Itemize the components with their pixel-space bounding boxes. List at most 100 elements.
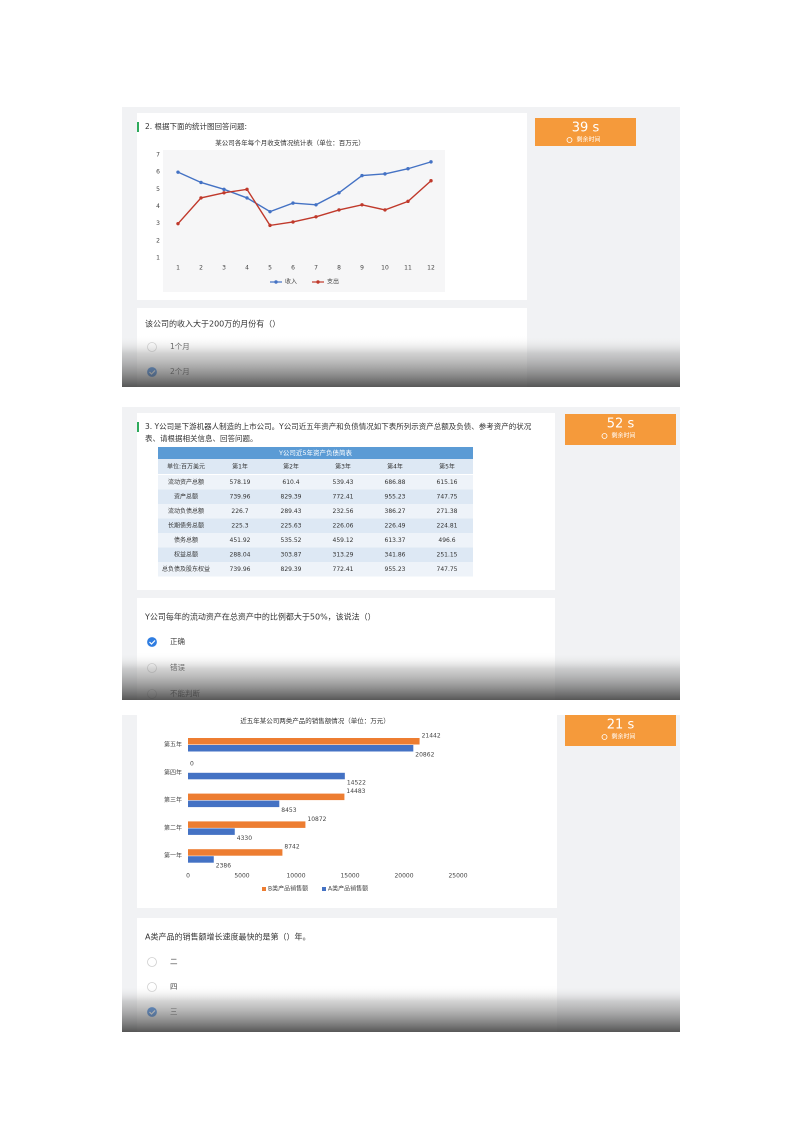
bar <box>188 800 280 808</box>
chart-title: 近五年某公司两类产品的销售额情况（单位：万元） <box>240 716 390 725</box>
table-cell: 232.56 <box>333 508 354 515</box>
option-label[interactable]: 正确 <box>170 636 185 646</box>
table-cell: 271.38 <box>437 508 458 515</box>
line-point <box>222 191 226 195</box>
table-cell: 772.41 <box>333 494 354 501</box>
line-point <box>337 191 341 195</box>
timer-label: 剩余时间 <box>576 136 600 144</box>
table-cell: 615.16 <box>437 479 458 486</box>
y-tick-label: 6 <box>156 169 160 176</box>
title-accent <box>137 422 139 432</box>
y-tick-label: 第四年 <box>164 768 182 776</box>
table-row <box>158 547 473 562</box>
data-label: 8742 <box>284 844 299 851</box>
x-tick-label: 6 <box>291 265 295 272</box>
line-point <box>429 160 433 164</box>
table-cell: 829.39 <box>281 494 302 501</box>
table-header-cell: 第2年 <box>283 463 299 471</box>
table-cell: 225.3 <box>231 523 248 530</box>
table-cell: 权益总额 <box>174 551 198 559</box>
legend-label: 支出 <box>327 278 339 286</box>
question-title: 3. Y公司是下游机器人制造的上市公司。Y公司近五年资产和负债情况如下表所列示资… <box>145 421 532 431</box>
table-cell: 747.75 <box>437 566 458 573</box>
x-tick-label: 2 <box>199 265 203 272</box>
x-tick-label: 9 <box>360 265 364 272</box>
line-point <box>245 196 249 200</box>
table-cell: 829.39 <box>281 566 302 573</box>
table-cell: 289.43 <box>281 508 302 515</box>
line-point <box>383 172 387 176</box>
y-tick-label: 4 <box>156 203 160 210</box>
x-tick-label: 1 <box>176 265 180 272</box>
table-cell: 613.37 <box>385 537 406 544</box>
clock-icon <box>601 734 608 740</box>
question-title: 2. 根据下面的统计图回答问题: <box>145 121 247 131</box>
y-tick-label: 第三年 <box>164 796 182 804</box>
line-point <box>406 167 410 171</box>
data-label: 0 <box>190 760 194 767</box>
y-tick-label: 1 <box>156 255 160 262</box>
clock-icon <box>601 433 608 439</box>
table-title: Y公司近5年资产负债简表 <box>278 448 353 457</box>
line-point <box>383 208 387 212</box>
table-cell: 955.23 <box>385 494 406 501</box>
line-point <box>222 187 226 192</box>
table-cell: 313.29 <box>333 552 354 559</box>
x-tick-label: 3 <box>222 265 226 272</box>
fade-overlay <box>122 985 680 1032</box>
table-cell: 224.81 <box>437 523 458 530</box>
table-cell: 772.41 <box>333 566 354 573</box>
legend-label: A类产品销售额 <box>328 885 368 893</box>
data-label: 2386 <box>216 863 231 870</box>
table-cell: 流动资产总额 <box>168 478 204 486</box>
line-point <box>176 170 180 174</box>
table-cell: 739.96 <box>230 566 251 573</box>
chart-title: 某公司各年每个月收支情况统计表（单位：百万元） <box>215 138 365 147</box>
table-cell: 451.92 <box>230 537 251 544</box>
fade-overlay <box>122 335 680 387</box>
legend-swatch <box>316 280 320 284</box>
bar <box>188 821 306 828</box>
x-tick-label: 0 <box>186 873 190 880</box>
x-tick-label: 11 <box>404 265 412 272</box>
x-tick-label: 5000 <box>234 873 249 880</box>
option-radio[interactable] <box>147 957 157 967</box>
x-tick-label: 7 <box>314 265 318 272</box>
x-tick-label: 12 <box>427 265 435 272</box>
y-tick-label: 第二年 <box>164 824 182 832</box>
legend-swatch <box>274 280 278 284</box>
data-label: 20862 <box>415 752 434 759</box>
line-point <box>291 201 295 205</box>
line-point <box>199 180 203 185</box>
option-radio-selected[interactable] <box>147 637 157 647</box>
line-point <box>337 208 341 212</box>
table-cell: 341.86 <box>385 552 406 559</box>
data-label: 14483 <box>346 788 365 795</box>
bar <box>188 828 235 835</box>
table-cell: 386.27 <box>385 508 406 515</box>
line-series <box>177 161 432 213</box>
table-cell: 739.96 <box>230 494 251 501</box>
timer-box <box>535 118 636 146</box>
table-cell: 303.87 <box>281 552 302 559</box>
data-label: 10872 <box>307 816 326 823</box>
legend-label: 收入 <box>285 278 297 286</box>
data-label: 4330 <box>237 835 252 842</box>
clock-icon <box>566 137 573 143</box>
bar <box>188 856 214 863</box>
line-point <box>314 215 318 219</box>
table-header-cell: 第5年 <box>439 463 455 471</box>
table-cell: 610.4 <box>282 479 299 486</box>
x-tick-label: 25000 <box>448 873 467 880</box>
table-cell: 226.06 <box>333 523 354 530</box>
question-prompt: A类产品的销售额增长速度最快的是第（）年。 <box>145 932 310 942</box>
table-row <box>158 518 473 533</box>
y-tick-label: 第一年 <box>164 852 182 860</box>
table-cell: 578.19 <box>230 479 251 486</box>
y-tick-label: 3 <box>156 220 160 227</box>
option-label[interactable]: 二 <box>170 957 178 966</box>
legend-swatch <box>322 887 326 891</box>
table-row <box>158 475 473 490</box>
timer-box <box>565 715 676 746</box>
